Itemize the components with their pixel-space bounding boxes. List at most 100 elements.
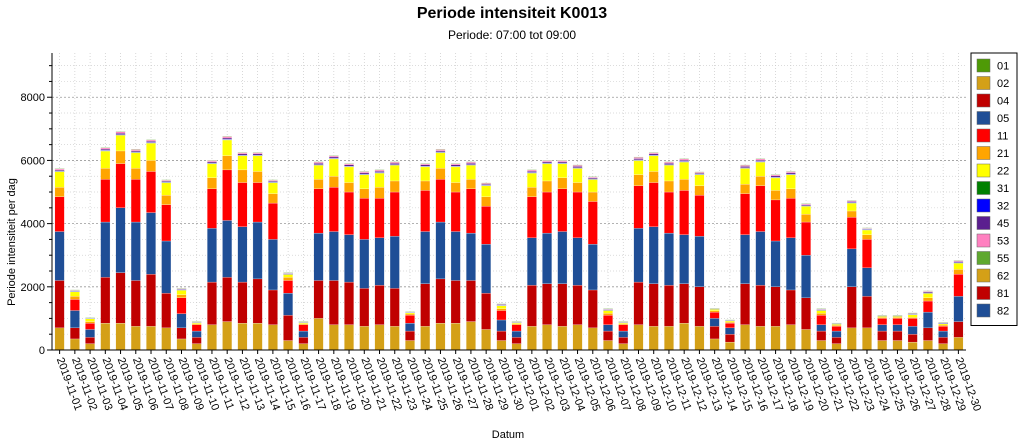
bar-segment-45: [846, 201, 857, 203]
legend-label-22: 22: [997, 166, 1009, 178]
bar-segment-21: [816, 313, 827, 316]
bar-segment-11: [679, 190, 690, 235]
bar-segment-55: [191, 321, 202, 322]
bar-segment-11: [785, 198, 796, 238]
legend-label-01: 01: [997, 61, 1009, 73]
bar-segment-81: [648, 283, 659, 327]
bar-segment-21: [572, 182, 583, 193]
bar-segment-62: [313, 318, 324, 351]
bar-segment-21: [130, 168, 141, 180]
legend-label-32: 32: [997, 201, 1009, 213]
bar-segment-21: [679, 179, 690, 191]
bar-segment-55: [953, 260, 964, 261]
bar-segment-81: [862, 296, 872, 329]
bar-segment-82: [85, 329, 95, 338]
bar-segment-82: [801, 255, 811, 298]
bar-segment-62: [511, 343, 522, 351]
bar-segment-81: [298, 337, 309, 344]
bar-segment-22: [694, 174, 705, 186]
bar-segment-45: [54, 169, 65, 171]
bar-segment-21: [633, 174, 644, 186]
bar-segment-81: [130, 280, 141, 327]
bar-segment-62: [389, 326, 400, 351]
bar-segment-21: [70, 296, 80, 300]
bar-segment-21: [862, 234, 872, 240]
bar-segment-82: [740, 234, 750, 284]
bar-segment-81: [359, 288, 370, 327]
bar-segment-62: [420, 326, 431, 351]
legend-swatch-02: [976, 76, 991, 90]
bar-segment-81: [481, 293, 491, 330]
bar-segment-55: [222, 135, 233, 137]
bar-segment-21: [176, 294, 187, 298]
bar-segment-62: [846, 327, 857, 351]
bar-segment-81: [740, 283, 750, 325]
bar-segment-11: [740, 193, 750, 235]
bar-segment-81: [633, 281, 644, 325]
bar-segment-22: [664, 165, 674, 182]
bar-segment-11: [557, 188, 568, 232]
bar-segment-81: [923, 327, 933, 341]
bar-segment-21: [207, 177, 217, 189]
bar-segment-55: [862, 227, 872, 229]
bar-segment-62: [572, 324, 583, 351]
bar-segment-45: [268, 180, 278, 183]
bar-segment-62: [481, 329, 491, 351]
bar-segment-11: [191, 324, 202, 332]
bar-segment-21: [801, 214, 811, 223]
bar-segment-11: [328, 187, 339, 232]
bar-segment-11: [664, 191, 674, 234]
bar-segment-22: [572, 168, 583, 183]
bar-segment-22: [542, 163, 552, 182]
bar-segment-22: [207, 163, 217, 178]
bar-segment-45: [466, 163, 476, 165]
bar-segment-55: [785, 171, 796, 172]
bar-segment-21: [85, 321, 95, 324]
bar-segment-11: [176, 297, 187, 314]
bar-segment-22: [755, 161, 766, 177]
bar-segment-21: [938, 324, 948, 327]
bar-segment-81: [664, 285, 674, 327]
bar-segment-22: [435, 152, 446, 169]
bar-segment-62: [344, 324, 354, 351]
bar-segment-81: [496, 330, 507, 341]
bar-segment-21: [466, 179, 476, 189]
bar-segment-21: [785, 188, 796, 199]
bar-segment-82: [481, 244, 491, 294]
bar-segment-81: [725, 334, 735, 343]
bar-segment-55: [176, 288, 187, 289]
bar-segment-21: [831, 325, 842, 327]
bar-segment-21: [557, 177, 568, 189]
bar-segment-21: [359, 188, 370, 199]
bar-segment-45: [450, 164, 461, 167]
bar-segment-55: [130, 148, 141, 150]
bar-segment-45: [648, 153, 659, 156]
bar-segment-81: [328, 280, 339, 325]
bar-segment-82: [130, 221, 141, 281]
bar-segment-81: [877, 330, 888, 341]
bar-segment-21: [725, 322, 735, 324]
legend-swatch-21: [976, 146, 991, 160]
bar-segment-55: [923, 290, 933, 292]
bar-segment-62: [785, 324, 796, 351]
bar-segment-22: [785, 174, 796, 189]
bar-segment-82: [770, 240, 781, 287]
bar-segment-11: [237, 182, 248, 227]
legend-label-55: 55: [997, 253, 1009, 265]
bar-segment-55: [557, 159, 568, 161]
bar-segment-45: [785, 172, 796, 175]
bar-segment-11: [252, 182, 263, 223]
bar-segment-45: [359, 172, 370, 175]
bar-segment-82: [846, 248, 857, 287]
bar-segment-82: [496, 319, 507, 332]
bar-segment-62: [207, 324, 217, 351]
bar-segment-82: [146, 212, 156, 275]
bar-segment-45: [557, 161, 568, 164]
bar-segment-82: [450, 231, 461, 281]
bar-segment-22: [70, 291, 80, 297]
bar-segment-62: [679, 323, 690, 351]
bar-segment-22: [496, 305, 507, 309]
bar-segment-21: [694, 185, 705, 196]
bar-segment-11: [481, 206, 491, 245]
